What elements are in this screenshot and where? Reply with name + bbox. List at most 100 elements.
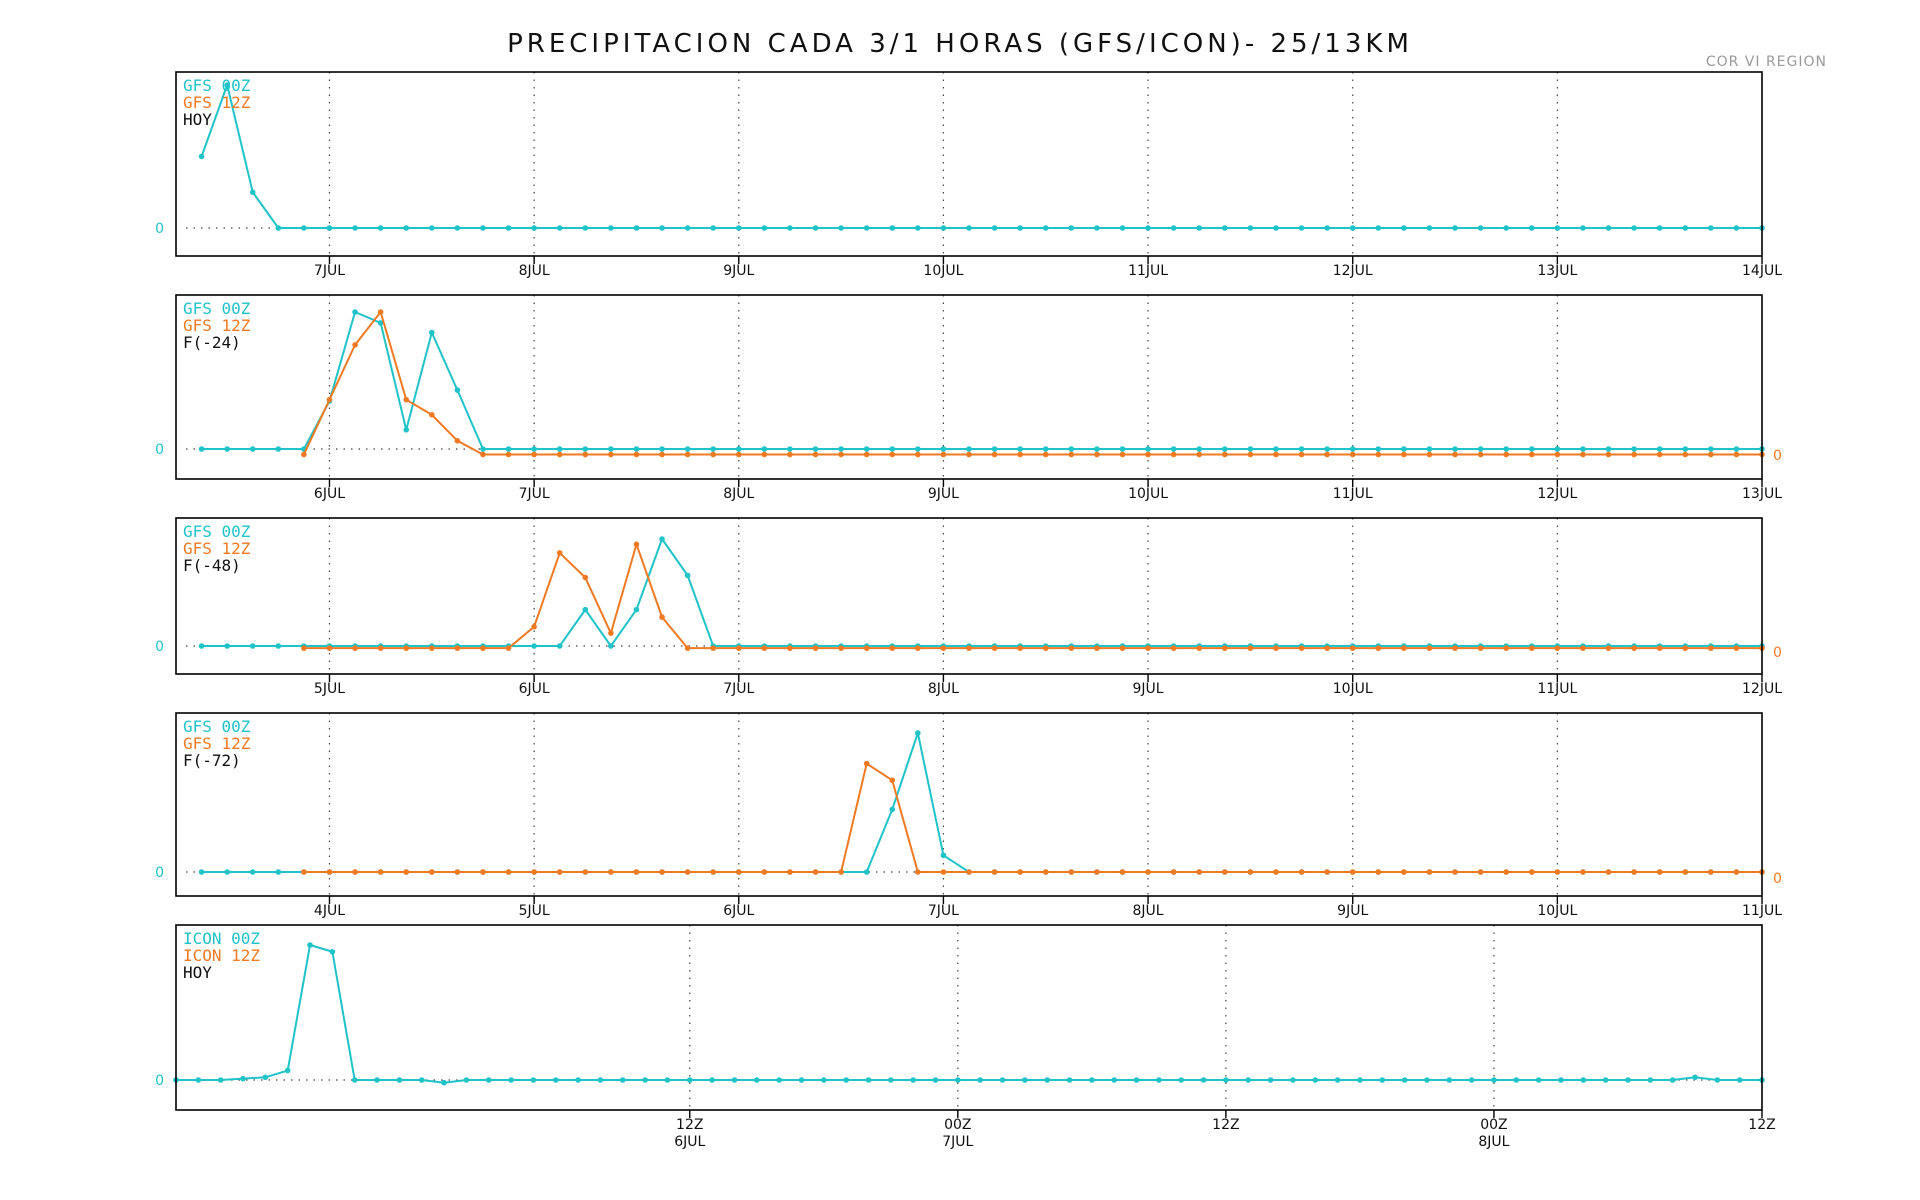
- tick-label: 5JUL: [314, 681, 345, 697]
- data-point: [889, 446, 896, 452]
- data-point: [1145, 869, 1151, 875]
- tick-label: 8JUL: [519, 263, 550, 279]
- data-point: [940, 225, 947, 231]
- series-line-1: [176, 944, 1763, 1084]
- data-point: [1349, 446, 1356, 452]
- tick-label: 12JUL: [1333, 263, 1373, 279]
- data-point: [597, 1077, 604, 1083]
- data-point: [1736, 1077, 1743, 1083]
- data-point: [1528, 451, 1535, 458]
- data-point: [664, 1077, 671, 1083]
- data-point: [761, 645, 768, 651]
- data-point: [1513, 1077, 1520, 1083]
- data-point: [812, 225, 819, 231]
- data-point: [224, 446, 230, 452]
- panel-label: F(-72): [183, 751, 241, 770]
- data-point: [1324, 869, 1330, 875]
- data-point: [249, 869, 256, 875]
- data-point: [1042, 225, 1049, 231]
- data-point: [915, 730, 921, 736]
- data-point: [582, 574, 589, 581]
- tick-label: 9JUL: [928, 486, 959, 502]
- data-point: [377, 320, 384, 326]
- data-point: [684, 645, 691, 651]
- data-point: [429, 225, 435, 231]
- tick-sublabel: 7JUL: [942, 1134, 973, 1150]
- data-point: [889, 806, 896, 813]
- data-point: [454, 869, 461, 875]
- data-point: [1119, 869, 1126, 875]
- data-point: [552, 1077, 559, 1083]
- data-point: [1267, 1077, 1274, 1083]
- data-point: [915, 869, 921, 875]
- data-point: [224, 869, 230, 875]
- data-point: [582, 225, 589, 231]
- data-point: [684, 869, 691, 875]
- data-point: [1017, 446, 1023, 452]
- data-point: [1222, 645, 1228, 651]
- data-point: [1477, 645, 1484, 651]
- data-point: [863, 451, 870, 458]
- panel-frame: [175, 924, 1763, 1111]
- data-point: [275, 869, 282, 875]
- data-point: [889, 645, 896, 651]
- data-point: [966, 225, 972, 231]
- data-point: [1089, 1077, 1095, 1083]
- data-point: [1708, 451, 1714, 458]
- data-point: [1375, 225, 1382, 231]
- data-point: [1200, 1077, 1207, 1083]
- data-point: [1631, 451, 1637, 458]
- data-point: [659, 225, 665, 231]
- data-point: [915, 446, 921, 452]
- data-point: [1647, 1077, 1654, 1083]
- data-point: [224, 643, 230, 649]
- data-point: [915, 451, 921, 458]
- series-line-2: [303, 543, 1762, 650]
- data-point: [812, 446, 819, 452]
- data-point: [1145, 645, 1151, 651]
- data-point: [1349, 645, 1356, 651]
- data-point: [1580, 451, 1586, 458]
- tick-label: 10JUL: [923, 263, 963, 279]
- data-point: [1312, 1077, 1319, 1083]
- data-point: [633, 225, 640, 231]
- data-point: [1580, 225, 1586, 231]
- data-point: [710, 446, 716, 452]
- data-point: [735, 446, 742, 452]
- data-point: [1324, 446, 1330, 452]
- data-point: [352, 225, 358, 231]
- data-point: [1503, 225, 1509, 231]
- data-point: [1247, 645, 1254, 651]
- data-point: [1477, 446, 1484, 452]
- data-point: [1401, 451, 1407, 458]
- data-point: [1245, 1077, 1252, 1083]
- data-point: [556, 451, 563, 458]
- data-point: [1452, 451, 1458, 458]
- data-point: [352, 342, 358, 348]
- data-point: [608, 225, 614, 231]
- data-point: [1298, 869, 1305, 875]
- data-point: [940, 869, 947, 875]
- tick-label: 7JUL: [723, 681, 754, 697]
- data-point: [812, 869, 819, 875]
- data-point: [1273, 869, 1279, 875]
- credit-label: COR VI REGION: [1706, 54, 1827, 70]
- data-point: [582, 869, 589, 875]
- data-point: [991, 869, 998, 875]
- data-point: [1068, 451, 1075, 458]
- data-point: [307, 942, 313, 948]
- data-point: [776, 1077, 782, 1083]
- data-point: [686, 1077, 693, 1083]
- zero-label-left: 0: [155, 221, 164, 237]
- data-point: [1334, 1077, 1341, 1083]
- legend-series-2: GFS 12Z: [183, 93, 251, 112]
- data-point: [684, 225, 691, 231]
- data-point: [575, 1077, 581, 1083]
- data-point: [659, 451, 665, 458]
- data-point: [377, 225, 384, 231]
- data-point: [1656, 869, 1663, 875]
- data-point: [1708, 645, 1714, 651]
- data-point: [284, 1067, 291, 1074]
- data-point: [1094, 225, 1100, 231]
- data-point: [761, 869, 768, 875]
